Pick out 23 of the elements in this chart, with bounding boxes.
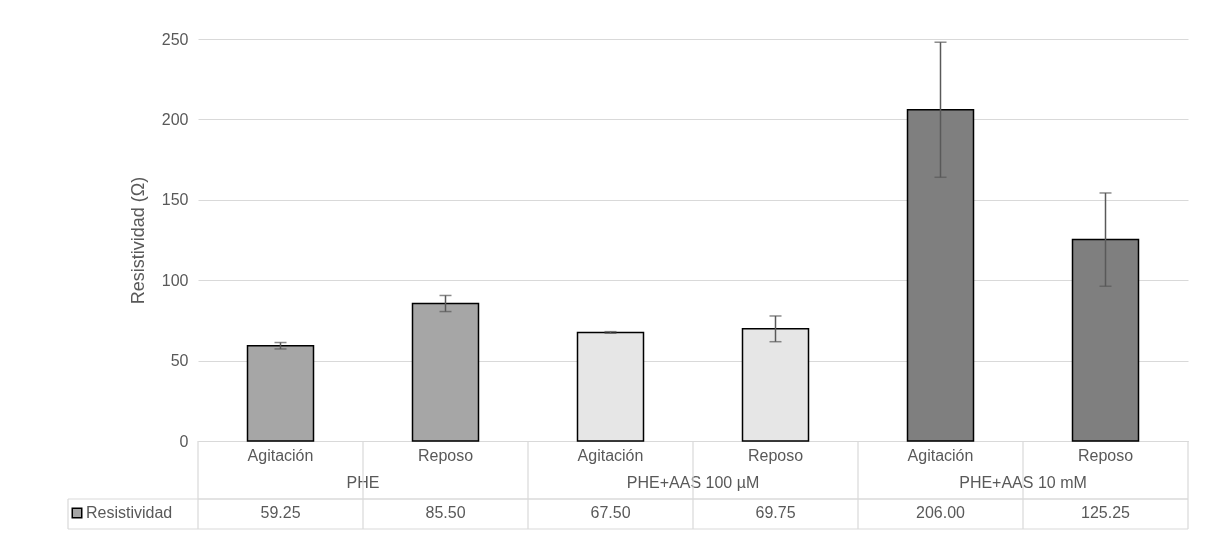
data-label: 85.50	[425, 504, 466, 521]
y-tick-label: 200	[161, 110, 189, 128]
y-tick-label: 100	[161, 271, 189, 289]
x-tick-label: Agitación	[577, 446, 644, 464]
y-tick-label: 0	[179, 432, 189, 450]
x-tick-label: Agitación	[247, 446, 314, 464]
legend-label: Resistividad	[86, 504, 173, 521]
y-tick-label: 50	[170, 352, 189, 370]
x-tick-label: Reposo	[747, 446, 804, 464]
x-tick-label: Reposo	[1077, 446, 1134, 464]
text: PHE	[346, 474, 380, 491]
data-label: 59.25	[260, 504, 301, 521]
y-tick-label: 150	[161, 191, 189, 209]
data-label: 69.75	[755, 504, 796, 521]
text: PHE+AAS 10 mM	[959, 474, 1087, 491]
data-label: 206.00	[916, 504, 966, 521]
x-tick-label: Reposo	[417, 446, 474, 464]
x-tick-label: Agitación	[907, 446, 974, 464]
text: PHE+AAS 100 µM	[626, 474, 760, 491]
y-axis-title: Resistividad (Ω)	[127, 176, 148, 305]
data-label: 67.50	[590, 504, 631, 521]
y-tick-label: 250	[161, 30, 189, 48]
data-label: 125.25	[1081, 504, 1131, 521]
